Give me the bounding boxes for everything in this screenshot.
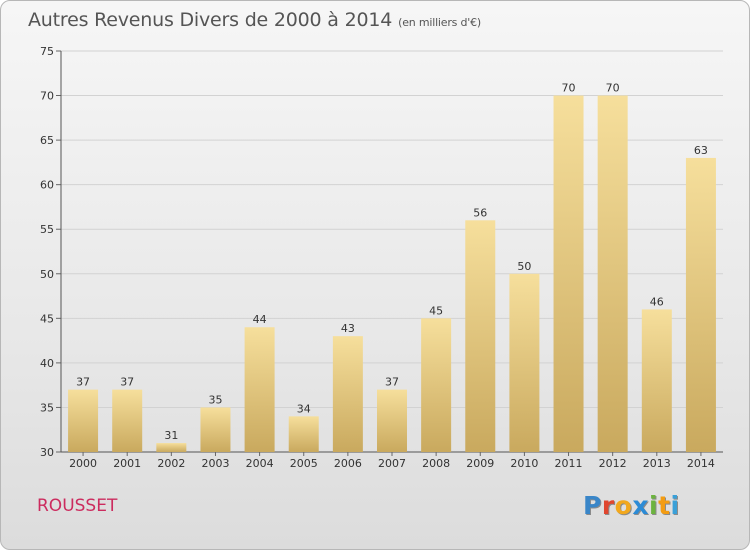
x-tick-label-2011: 2011 — [555, 457, 583, 470]
y-tick-label: 75 — [40, 45, 54, 58]
bar-2004[interactable] — [244, 327, 275, 452]
x-tick-label-2004: 2004 — [246, 457, 274, 470]
value-label-2012: 70 — [606, 82, 620, 95]
y-tick-label: 60 — [40, 179, 54, 192]
value-label-2009: 56 — [473, 206, 487, 219]
value-label-2002: 31 — [164, 429, 178, 442]
logo-letter: o — [614, 491, 633, 520]
x-tick-label-2008: 2008 — [422, 457, 450, 470]
value-label-2004: 44 — [253, 313, 267, 326]
bar-2011[interactable] — [553, 95, 584, 453]
x-tick-label-2005: 2005 — [290, 457, 318, 470]
bar-2008[interactable] — [421, 318, 452, 452]
bar-2002[interactable] — [156, 443, 187, 452]
x-tick-label-2010: 2010 — [510, 457, 538, 470]
logo-letter: i — [670, 491, 680, 520]
value-label-2005: 34 — [297, 402, 311, 415]
bar-2014[interactable] — [685, 157, 716, 452]
chart-title: Autres Revenus Divers de 2000 à 2014 (en … — [28, 9, 481, 31]
bar-2001[interactable] — [112, 389, 143, 452]
y-tick-label: 45 — [40, 312, 54, 325]
y-tick-label: 70 — [40, 90, 54, 103]
y-tick-label: 50 — [40, 268, 54, 281]
value-label-2007: 37 — [385, 376, 399, 389]
logo-letter: t — [658, 491, 671, 520]
y-tick-label: 55 — [40, 223, 54, 236]
bar-2009[interactable] — [465, 220, 496, 452]
bar-2005[interactable] — [288, 416, 319, 452]
x-tick-label-2002: 2002 — [157, 457, 185, 470]
x-tick-label-2009: 2009 — [466, 457, 494, 470]
value-label-2013: 46 — [650, 295, 664, 308]
x-tick-label-2013: 2013 — [643, 457, 671, 470]
proxiti-logo[interactable]: Proxiti — [583, 491, 680, 520]
chart-title-text: Autres Revenus Divers de 2000 à 2014 — [28, 9, 393, 31]
bar-2007[interactable] — [377, 389, 407, 452]
value-label-2011: 70 — [562, 82, 576, 95]
x-tick-label-2014: 2014 — [687, 457, 715, 470]
value-label-2001: 37 — [120, 376, 134, 389]
x-tick-label-2000: 2000 — [69, 457, 97, 470]
chart-unit: (en milliers d'€) — [398, 16, 482, 29]
bar-2003[interactable] — [200, 407, 231, 452]
y-tick-label: 65 — [40, 134, 54, 147]
x-tick-label-2012: 2012 — [599, 457, 627, 470]
x-tick-label-2007: 2007 — [378, 457, 406, 470]
value-label-2014: 63 — [694, 144, 708, 157]
bars — [68, 95, 716, 453]
y-tick-label: 30 — [40, 446, 54, 459]
logo-letter: P — [583, 491, 602, 520]
bar-2010[interactable] — [509, 273, 540, 452]
bar-2006[interactable] — [332, 336, 363, 452]
logo-letter: i — [649, 491, 659, 520]
logo-letter: r — [601, 491, 615, 520]
value-label-2008: 45 — [429, 304, 443, 317]
labels: 30 35 40 45 50 55 60 65 70 75 37 2000 37 2001 31 2002 35… — [40, 45, 715, 470]
logo-letter: x — [632, 491, 649, 520]
bar-2000[interactable] — [68, 389, 99, 452]
x-tick-label-2003: 2003 — [201, 457, 229, 470]
y-tick-label: 35 — [40, 401, 54, 414]
value-label-2010: 50 — [517, 260, 531, 273]
value-label-2006: 43 — [341, 322, 355, 335]
x-tick-label-2006: 2006 — [334, 457, 362, 470]
value-label-2000: 37 — [76, 376, 90, 389]
x-tick-label-2001: 2001 — [113, 457, 141, 470]
bar-2013[interactable] — [641, 309, 672, 452]
bar-2012[interactable] — [597, 95, 628, 453]
y-tick-label: 40 — [40, 357, 54, 370]
value-label-2003: 35 — [208, 393, 222, 406]
town-name: ROUSSET — [37, 496, 118, 516]
